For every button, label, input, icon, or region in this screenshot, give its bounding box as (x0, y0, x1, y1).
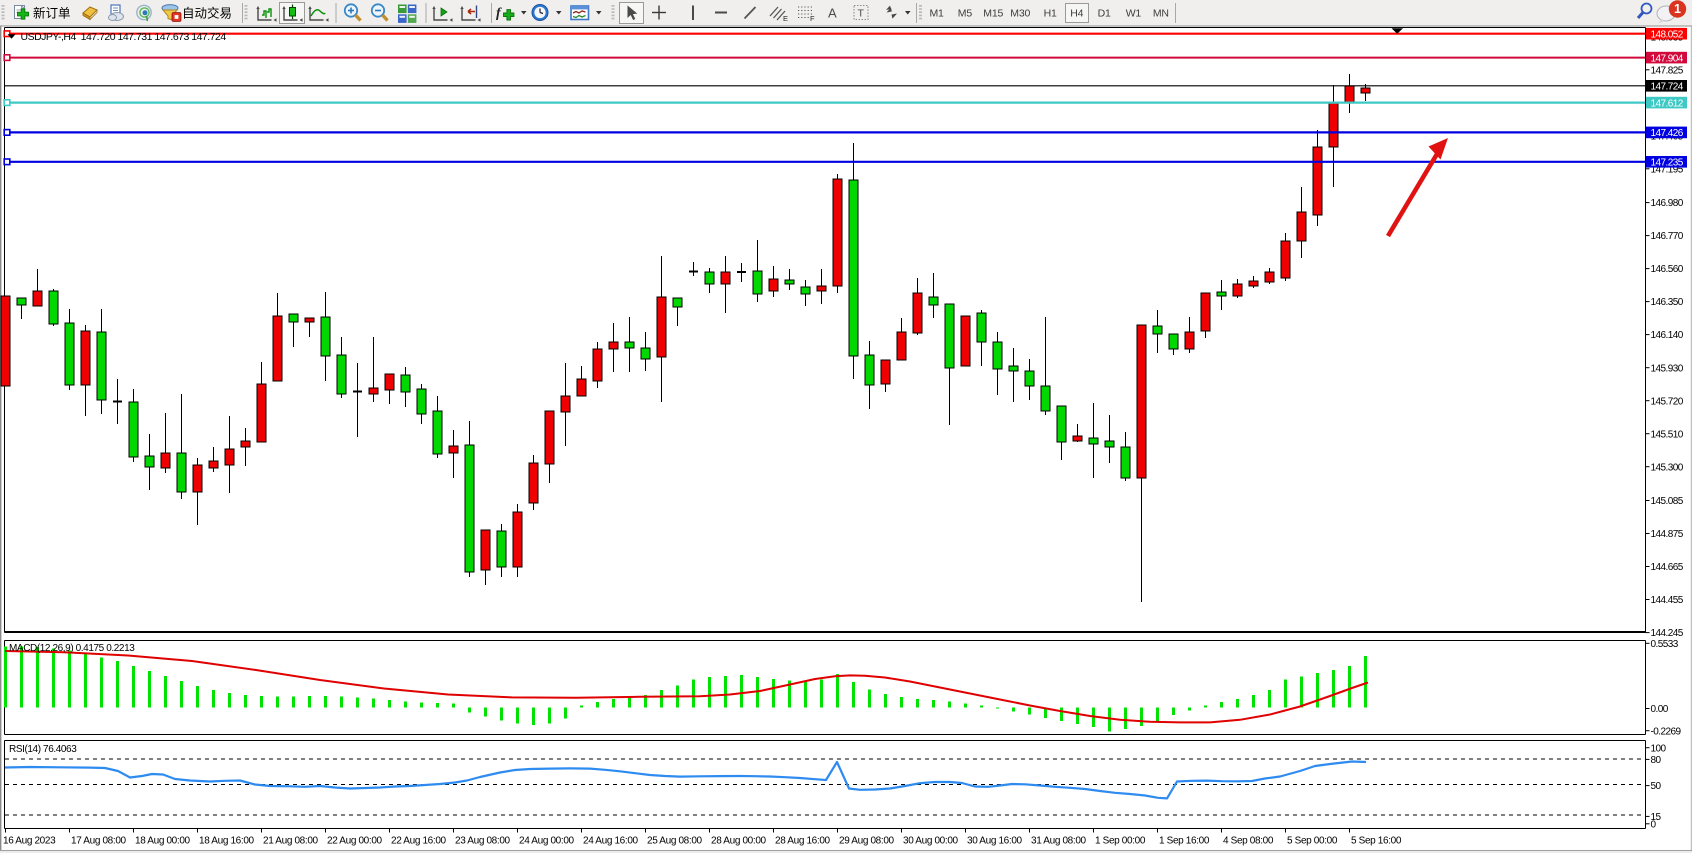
svg-text:147.195: 147.195 (1651, 164, 1684, 175)
svg-text:4 Sep 08:00: 4 Sep 08:00 (1223, 836, 1274, 847)
svg-text:M1: M1 (930, 8, 945, 20)
svg-text:30 Aug 00:00: 30 Aug 00:00 (903, 836, 959, 847)
svg-text:144.665: 144.665 (1651, 562, 1684, 573)
svg-text:31 Aug 08:00: 31 Aug 08:00 (1031, 836, 1087, 847)
svg-text:21 Aug 08:00: 21 Aug 08:00 (263, 836, 319, 847)
svg-text:T: T (858, 8, 865, 20)
svg-text:RSI(14) 76.4063: RSI(14) 76.4063 (9, 744, 77, 755)
svg-text:USDJPY-,H4 147.720 147.731 14: USDJPY-,H4 147.720 147.731 147.673 147.7… (21, 31, 227, 43)
svg-text:145.300: 145.300 (1651, 462, 1684, 473)
svg-text:-0.2269: -0.2269 (1651, 726, 1682, 737)
svg-text:16 Aug 2023: 16 Aug 2023 (3, 836, 56, 847)
svg-text:M30: M30 (1010, 8, 1030, 20)
svg-text:146.980: 146.980 (1651, 198, 1684, 209)
svg-text:M5: M5 (958, 8, 973, 20)
svg-text:147.825: 147.825 (1651, 65, 1684, 76)
svg-text:30 Aug 16:00: 30 Aug 16:00 (967, 836, 1023, 847)
svg-text:5 Sep 00:00: 5 Sep 00:00 (1287, 836, 1338, 847)
svg-text:146.350: 146.350 (1651, 297, 1684, 308)
svg-text:0.5533: 0.5533 (1651, 639, 1679, 650)
svg-text:H1: H1 (1044, 8, 1057, 20)
svg-text:80: 80 (1651, 755, 1662, 766)
svg-text:25 Aug 08:00: 25 Aug 08:00 (647, 836, 703, 847)
svg-text:147.426: 147.426 (1651, 128, 1684, 139)
svg-text:24 Aug 16:00: 24 Aug 16:00 (583, 836, 639, 847)
svg-text:145.510: 145.510 (1651, 429, 1684, 440)
svg-text:f: f (496, 6, 502, 21)
svg-text:自动交易: 自动交易 (182, 6, 232, 21)
svg-text:28 Aug 00:00: 28 Aug 00:00 (711, 836, 767, 847)
svg-text:146.770: 146.770 (1651, 231, 1684, 242)
svg-text:145.720: 145.720 (1651, 396, 1684, 407)
svg-text:146.140: 146.140 (1651, 330, 1684, 341)
svg-text:A: A (828, 6, 837, 21)
svg-text:18 Aug 16:00: 18 Aug 16:00 (199, 836, 255, 847)
svg-text:1 Sep 00:00: 1 Sep 00:00 (1095, 836, 1146, 847)
svg-text:148.052: 148.052 (1651, 30, 1684, 41)
svg-text:24 Aug 00:00: 24 Aug 00:00 (519, 836, 575, 847)
svg-text:D1: D1 (1098, 8, 1111, 20)
svg-text:MN: MN (1153, 8, 1169, 20)
svg-text:18 Aug 00:00: 18 Aug 00:00 (135, 836, 191, 847)
svg-text:5 Sep 16:00: 5 Sep 16:00 (1351, 836, 1402, 847)
svg-text:E: E (783, 14, 788, 23)
svg-text:0: 0 (1651, 819, 1657, 830)
svg-text:145.085: 145.085 (1651, 496, 1684, 507)
svg-text:145.930: 145.930 (1651, 363, 1684, 374)
svg-text:100: 100 (1651, 743, 1667, 754)
svg-text:144.455: 144.455 (1651, 595, 1684, 606)
svg-text:144.245: 144.245 (1651, 628, 1684, 639)
svg-text:147.904: 147.904 (1651, 53, 1684, 64)
svg-text:M15: M15 (983, 8, 1003, 20)
svg-text:147.235: 147.235 (1651, 158, 1684, 169)
svg-text:144.875: 144.875 (1651, 529, 1684, 540)
svg-text:1 Sep 16:00: 1 Sep 16:00 (1159, 836, 1210, 847)
svg-text:29 Aug 08:00: 29 Aug 08:00 (839, 836, 895, 847)
svg-text:147.724: 147.724 (1651, 82, 1684, 93)
svg-text:22 Aug 16:00: 22 Aug 16:00 (391, 836, 447, 847)
svg-text:1: 1 (1674, 2, 1681, 16)
svg-text:0.00: 0.00 (1651, 704, 1669, 715)
svg-text:17 Aug 08:00: 17 Aug 08:00 (71, 836, 127, 847)
svg-text:22 Aug 00:00: 22 Aug 00:00 (327, 836, 383, 847)
svg-text:新订单: 新订单 (33, 6, 71, 21)
svg-text:147.612: 147.612 (1651, 98, 1684, 109)
svg-text:MACD(12,26,9) 0.4175 0.2213: MACD(12,26,9) 0.4175 0.2213 (9, 643, 135, 654)
svg-text:W1: W1 (1126, 8, 1142, 20)
svg-text:H4: H4 (1070, 8, 1083, 20)
svg-text:F: F (810, 14, 815, 23)
svg-text:146.560: 146.560 (1651, 264, 1684, 275)
svg-text:28 Aug 16:00: 28 Aug 16:00 (775, 836, 831, 847)
svg-text:15: 15 (1651, 812, 1662, 823)
svg-text:50: 50 (1651, 781, 1662, 792)
svg-text:23 Aug 08:00: 23 Aug 08:00 (455, 836, 511, 847)
